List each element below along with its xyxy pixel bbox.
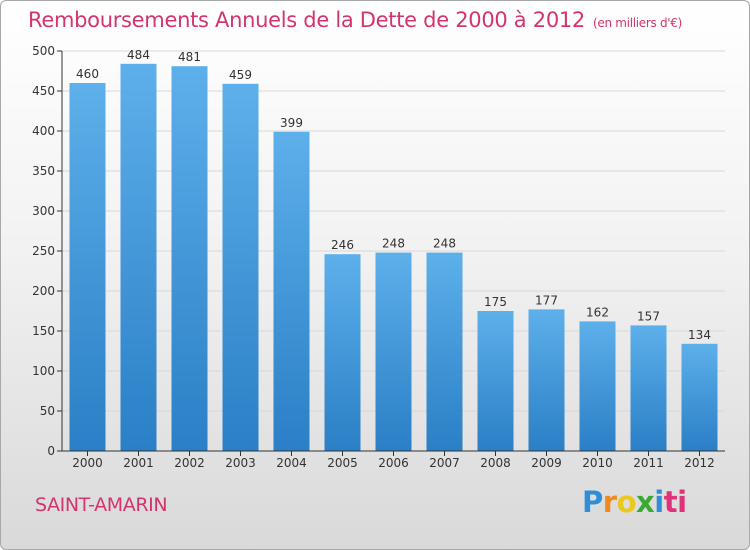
data-label: 481 (178, 50, 201, 64)
data-label: 246 (331, 238, 354, 252)
data-label: 134 (688, 328, 711, 342)
x-tick-label: 2001 (123, 456, 154, 470)
y-tick-label: 350 (32, 164, 55, 178)
data-label: 460 (76, 67, 99, 81)
bar (222, 83, 259, 452)
title-text: Remboursements Annuels de la Dette de 20… (28, 8, 585, 32)
logo-letter: i (677, 485, 687, 519)
bar (375, 252, 412, 451)
y-tick-label: 400 (32, 124, 55, 138)
y-tick-label: 50 (40, 404, 55, 418)
x-tick-label: 2007 (429, 456, 460, 470)
logo-letter: o (616, 485, 637, 519)
x-tick-label: 2005 (327, 456, 358, 470)
y-tick-label: 0 (47, 444, 55, 458)
x-tick-label: 2000 (72, 456, 103, 470)
logo-letter: r (602, 485, 617, 519)
x-tick-label: 2008 (480, 456, 511, 470)
bar (630, 325, 667, 451)
y-tick-label: 450 (32, 84, 55, 98)
data-label: 248 (382, 237, 405, 251)
bar (69, 83, 106, 451)
logo-letter: i (654, 485, 664, 519)
bar (120, 63, 157, 452)
data-label: 162 (586, 305, 609, 319)
x-tick-label: 2010 (582, 456, 613, 470)
logo-letter: t (663, 485, 678, 519)
bar (579, 321, 616, 451)
logo-letter: x (636, 485, 655, 519)
bar (324, 254, 361, 451)
chart-title: Remboursements Annuels de la Dette de 20… (28, 8, 682, 32)
location-name: SAINT-AMARIN (35, 494, 168, 516)
x-tick-label: 2003 (225, 456, 256, 470)
data-label: 175 (484, 295, 507, 309)
y-tick-label: 100 (32, 364, 55, 378)
bar (273, 131, 310, 452)
y-tick-label: 500 (32, 44, 55, 58)
x-tick-label: 2009 (531, 456, 562, 470)
data-label: 399 (280, 116, 303, 130)
bar (426, 252, 463, 451)
x-tick-label: 2004 (276, 456, 307, 470)
title-unit: (en milliers d'€) (593, 16, 683, 30)
proxiti-logo: Proxiti (582, 485, 687, 519)
logo-letter: P (582, 485, 603, 519)
y-tick-label: 200 (32, 284, 55, 298)
bar (477, 311, 514, 451)
bar (171, 66, 208, 451)
x-tick-label: 2012 (684, 456, 715, 470)
y-tick-label: 150 (32, 324, 55, 338)
bar (528, 309, 565, 451)
x-tick-label: 2011 (633, 456, 664, 470)
x-tick-label: 2002 (174, 456, 205, 470)
data-label: 459 (229, 68, 252, 82)
bar (681, 343, 718, 451)
x-tick-label: 2006 (378, 456, 409, 470)
data-label: 177 (535, 293, 558, 307)
data-label: 248 (433, 237, 456, 251)
y-tick-label: 250 (32, 244, 55, 258)
data-label: 484 (127, 48, 150, 62)
y-tick-label: 300 (32, 204, 55, 218)
data-label: 157 (637, 309, 660, 323)
